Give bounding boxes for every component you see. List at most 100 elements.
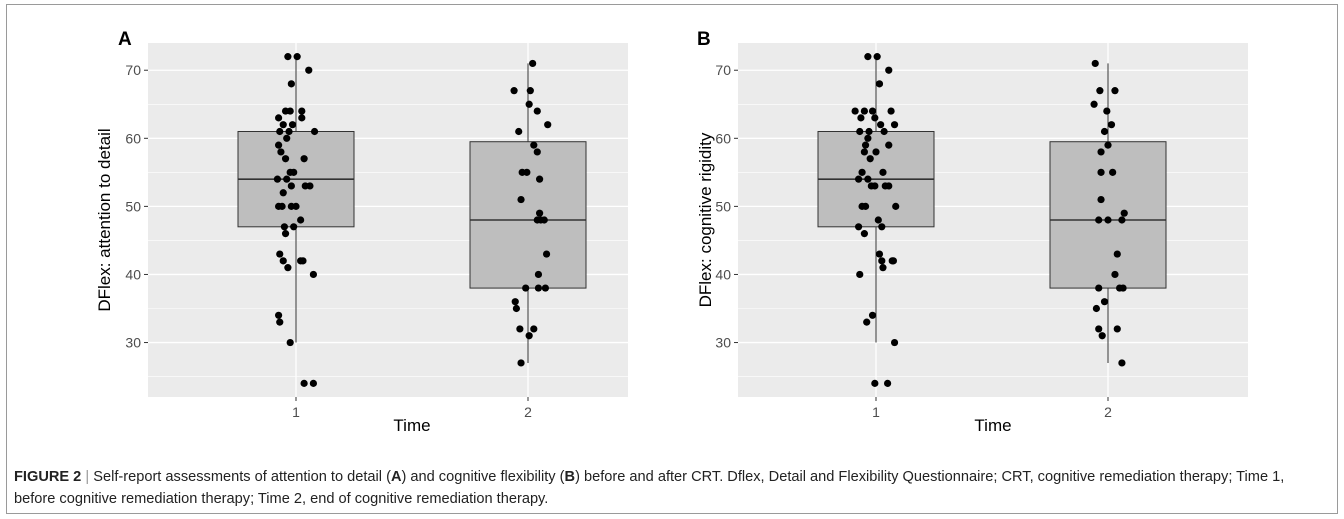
panel-a-data-point	[517, 359, 525, 367]
panel-b-data-point	[1090, 100, 1098, 108]
panel-b-data-point	[1095, 325, 1103, 333]
panel-b-x-tick-label: 2	[1104, 404, 1112, 420]
panel-a-data-point	[275, 311, 283, 319]
panel-a-data-point	[293, 53, 301, 61]
panel-b-data-point	[885, 66, 893, 74]
panel-b-data-point	[871, 379, 879, 387]
panel-a-data-point	[530, 141, 538, 149]
panel-b-data-point	[1111, 87, 1119, 95]
panel-a-y-tick-label: 50	[125, 198, 141, 214]
panel-b-y-tick-label: 30	[715, 335, 731, 351]
panel-a-data-point	[278, 202, 286, 210]
panel-b-data-point	[880, 127, 888, 136]
panel-b-data-point	[1092, 304, 1100, 313]
panel-a-data-point	[290, 168, 298, 176]
panel-b-data-point	[885, 141, 893, 149]
panel-a-data-point	[525, 100, 533, 108]
figure-charts: 30 40 50 60 70 1 2 Time DFlex: attention to deta…	[95, 29, 1248, 435]
panel-a-y-tick-label: 40	[125, 266, 141, 282]
panel-a-data-point	[511, 298, 519, 306]
panel-b-y-tick-label: 60	[715, 130, 731, 146]
panel-a-data-point	[275, 114, 283, 122]
panel-b-data-point	[860, 148, 869, 156]
panel-a-data-point	[510, 87, 518, 95]
panel-a-data-point	[281, 155, 290, 163]
panel-b-data-point	[877, 121, 885, 129]
figure-label: FIGURE 2	[14, 469, 82, 485]
panel-b-data-point	[851, 107, 859, 115]
panel-b-data-point	[1097, 148, 1105, 156]
panel-b-data-point	[860, 107, 869, 115]
panel-a-data-point	[516, 325, 524, 333]
panel-b-data-point	[1104, 216, 1112, 224]
figure-caption: FIGURE 2 | Self-report assessments of at…	[14, 466, 1324, 510]
panel-b-data-point	[889, 257, 898, 265]
panel-a-data-point	[283, 134, 291, 142]
panel-b-data-point	[879, 264, 887, 272]
panel-b-data-point	[872, 148, 880, 156]
panel-b-data-point	[871, 114, 879, 122]
panel-a-data-point	[512, 304, 521, 313]
panel-a-data-point	[536, 209, 544, 217]
panel-a-x-axis-title: Time	[393, 416, 430, 435]
panel-b-data-point	[856, 127, 864, 136]
panel-a-data-point	[287, 80, 295, 88]
panel-a-data-point	[286, 338, 294, 347]
panel-b-data-point	[879, 168, 887, 176]
panel-b-data-point	[865, 127, 873, 136]
panel-a-box	[469, 141, 587, 289]
panel-a-data-point	[298, 107, 306, 115]
panel-a-data-point	[286, 107, 294, 115]
panel-a-data-point	[306, 182, 314, 190]
panel-a-y-tick-label: 30	[125, 335, 141, 351]
panel-a-data-point	[275, 141, 283, 149]
panel-b-data-point	[1118, 359, 1126, 367]
panel-a-data-point	[276, 250, 284, 258]
panel-a-data-point	[284, 53, 292, 61]
panel-a-data-point	[526, 87, 534, 95]
panel-a-data-point	[542, 250, 551, 258]
panel-b-data-point	[1100, 298, 1109, 306]
panel-a-data-point	[277, 148, 285, 156]
panel-b-data-point	[1097, 168, 1105, 176]
panel-a-data-point	[536, 175, 544, 183]
panel-a-data-point	[517, 195, 525, 204]
panel-a-data-point	[276, 318, 284, 326]
panel-b-data-point	[874, 216, 882, 224]
panel-a-data-point	[540, 216, 548, 224]
panel-a-data-point	[522, 284, 530, 292]
panel-b-data-point	[1120, 209, 1128, 217]
panel-a-x-tick-label: 1	[292, 404, 300, 420]
panel-b-data-point	[875, 250, 884, 258]
panel-b-data-point	[1104, 141, 1112, 149]
panel-a-data-point	[309, 270, 317, 279]
panel-a-data-point	[279, 257, 287, 265]
caption-text-1: Self-report assessments of attention to …	[93, 469, 391, 485]
panel-a-data-point	[310, 127, 319, 136]
panel-a-data-point	[276, 127, 284, 136]
panel-b-data-point	[1113, 250, 1121, 258]
panel-a-y-axis-title: DFlex: attention to detail	[95, 128, 114, 311]
panel-a-data-point	[292, 202, 300, 210]
panel-b-data-point	[1119, 284, 1127, 292]
panel-b-x-tick-label: 1	[872, 404, 880, 420]
panel-b-data-point	[1098, 332, 1106, 340]
panel-b-data-point	[873, 53, 881, 61]
panel-a-data-point	[534, 284, 543, 292]
panel-a-data-point	[297, 216, 305, 224]
panel-a-data-point	[279, 121, 287, 129]
panel-b-y-tick-label: 70	[715, 62, 731, 78]
panel-b-y-tick-label: 50	[715, 198, 731, 214]
panel-b-data-point	[878, 257, 886, 265]
panel-b-data-point	[864, 53, 872, 61]
panel-a-data-point	[309, 379, 317, 387]
panel-b-data-point	[866, 155, 874, 163]
panel-b-y-axis-title: DFlex: cognitive rigidity	[696, 132, 715, 307]
panel-b-data-point	[890, 121, 899, 129]
panel-b-data-point	[856, 270, 864, 279]
panel-b-data-point	[863, 318, 871, 326]
caption-bold-b: B	[564, 469, 576, 485]
panel-b-data-point	[860, 230, 869, 238]
panel-b-data-point	[878, 223, 886, 231]
panel-b-data-point	[868, 311, 877, 319]
